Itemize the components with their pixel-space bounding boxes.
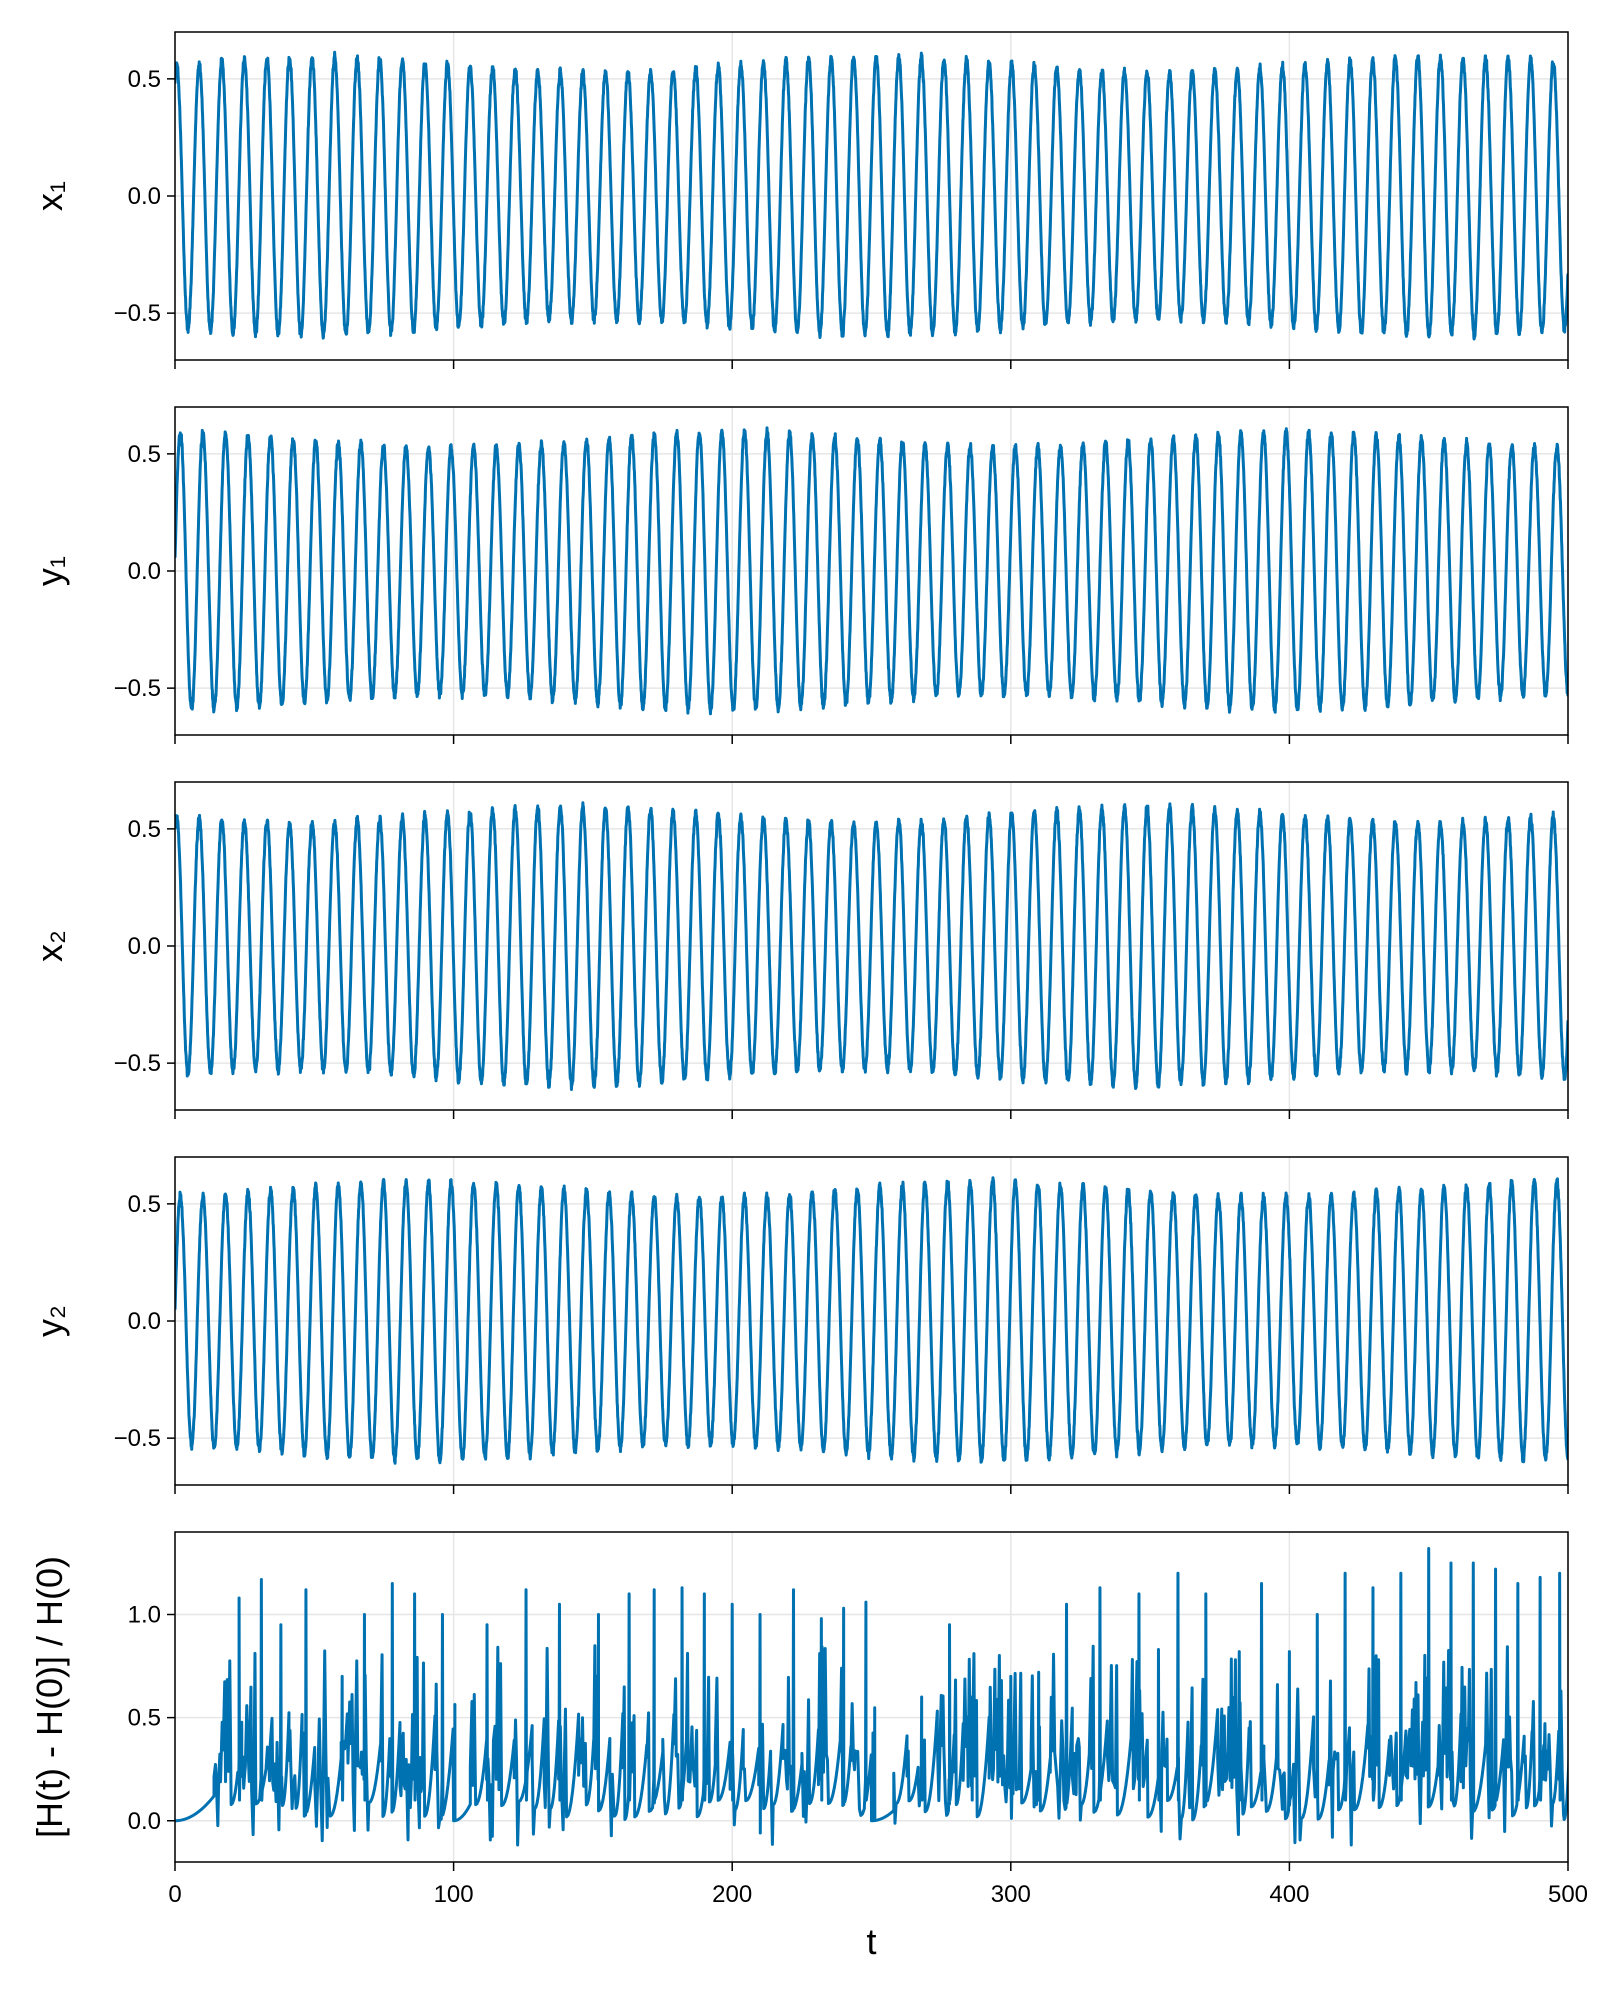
plot-frame — [174, 1531, 1569, 1863]
y-tick-label: −0.5 — [114, 1425, 161, 1452]
y-tick-label: 0.5 — [128, 1705, 161, 1732]
y-tick-label: 0.5 — [128, 1191, 161, 1218]
subplot-3: −0.5 0.0 0.5 x₂ — [29, 781, 1569, 1119]
y-tick-label: −0.5 — [114, 675, 161, 702]
y-tick-label: 0.0 — [128, 558, 161, 585]
y-axis-label: [H(t) - H(0)] / H(0) — [29, 1556, 70, 1838]
x-tick-label: 400 — [1269, 1881, 1309, 1908]
y-tick-label: 0.0 — [128, 183, 161, 210]
x-tick-label: 300 — [991, 1881, 1031, 1908]
series-line — [175, 1547, 1568, 1847]
y-tick-label: −0.5 — [114, 300, 161, 327]
series-line — [175, 426, 1568, 716]
y-tick-label: 1.0 — [128, 1602, 161, 1629]
x-axis-label: t — [866, 1921, 876, 1962]
x-tick-label: 200 — [712, 1881, 752, 1908]
x-tick-label: 500 — [1548, 1881, 1588, 1908]
x-tick-label: 0 — [168, 1881, 181, 1908]
series-line — [175, 1176, 1568, 1465]
y-axis-label: y₁ — [29, 556, 70, 586]
x-tick-label: 100 — [434, 1881, 474, 1908]
subplot-5: 0.0 0.5 1.0 [H(t) - H(0)] / H(0) 0 100 200 300 4… — [29, 1531, 1588, 1962]
y-tick-label: 0.0 — [128, 1308, 161, 1335]
y-tick-label: 0.0 — [128, 933, 161, 960]
y-tick-label: 0.0 — [128, 1808, 161, 1835]
series-line — [175, 50, 1568, 341]
y-axis-label: x₁ — [29, 181, 70, 211]
subplot-4: −0.5 0.0 0.5 y₂ — [29, 1156, 1569, 1494]
y-tick-label: 0.5 — [128, 66, 161, 93]
subplot-2: −0.5 0.0 0.5 y₁ — [29, 406, 1569, 744]
y-tick-label: 0.5 — [128, 816, 161, 843]
series-line — [175, 801, 1568, 1091]
y-axis-label: y₂ — [29, 1305, 70, 1337]
y-axis-label: x₂ — [29, 930, 70, 962]
y-tick-label: 0.5 — [128, 441, 161, 468]
y-tick-label: −0.5 — [114, 1050, 161, 1077]
subplot-1: −0.5 0.0 0.5 x₁ — [29, 31, 1569, 369]
